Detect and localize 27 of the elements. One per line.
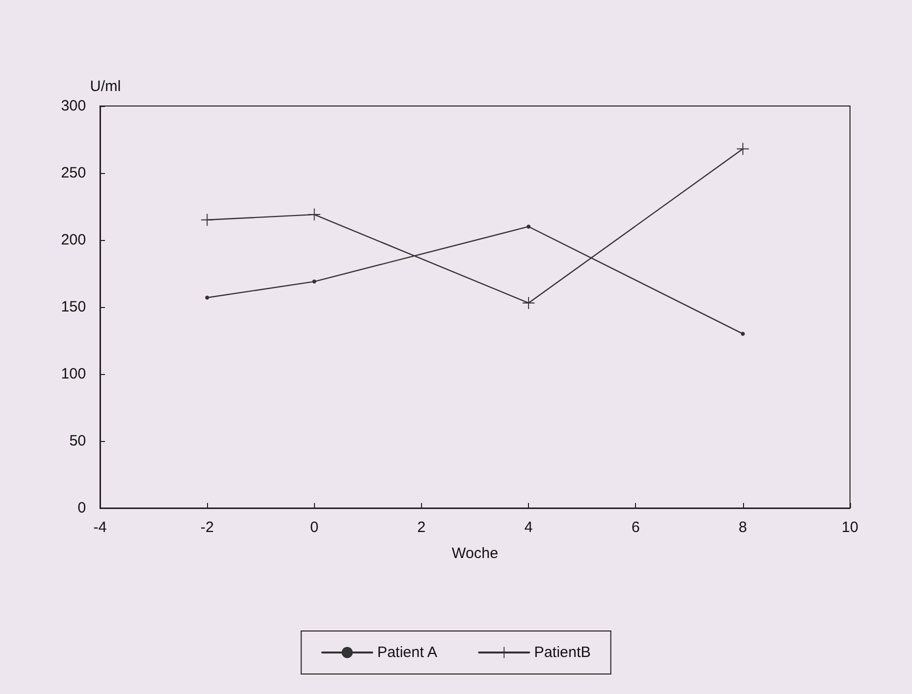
point: [201, 214, 214, 226]
x-tick-label: 8: [738, 519, 748, 536]
x-tick-label: 0: [310, 519, 318, 536]
x-tick-label: 10: [842, 519, 858, 536]
y-tick-label: 50: [69, 432, 86, 450]
point: [526, 224, 531, 229]
legend-label: Patient A: [377, 644, 438, 661]
point: [736, 142, 749, 155]
y-axis-title: U/ml: [90, 78, 121, 95]
x-axis-title: Woche: [452, 545, 498, 562]
y-tick-label: 200: [60, 232, 86, 248]
point: [740, 332, 745, 336]
point: [522, 296, 535, 309]
x-tick-label: 2: [417, 519, 426, 536]
point: [308, 208, 320, 221]
x-tick-label: -2: [200, 519, 214, 536]
point: [205, 296, 210, 300]
y-tick-label: 100: [60, 366, 86, 382]
y-tick-label: 0: [78, 500, 86, 516]
legend-label: PatientB: [534, 644, 591, 661]
point: [312, 280, 316, 284]
x-tick-label: -4: [93, 519, 107, 536]
y-tick-label: 300: [60, 98, 86, 114]
y-tick-label: 150: [60, 298, 86, 316]
x-tick-label: 4: [524, 519, 533, 536]
x-tick-label: 6: [632, 519, 640, 536]
y-tick-label: 250: [60, 164, 86, 182]
